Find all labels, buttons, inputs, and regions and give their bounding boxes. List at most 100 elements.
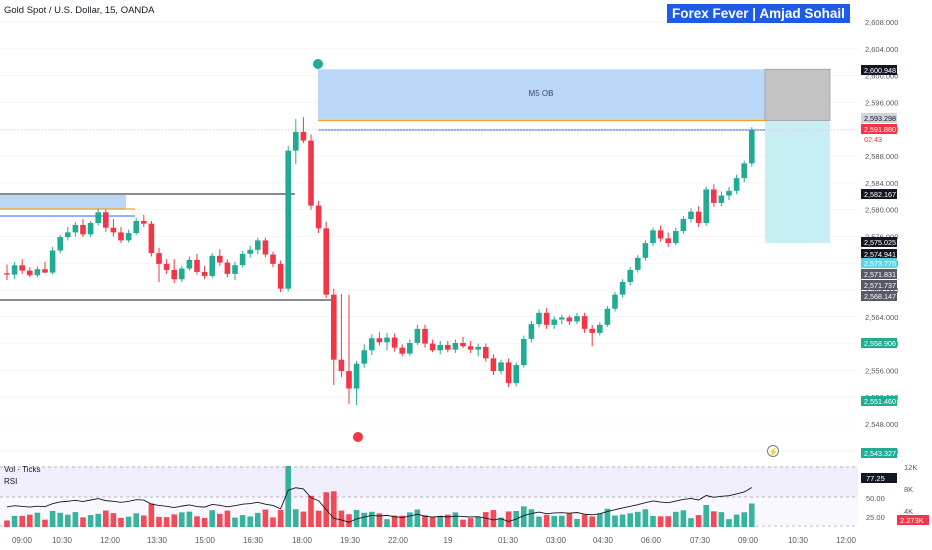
candle-body — [156, 253, 162, 264]
candle-body — [604, 308, 611, 325]
volume-bar — [57, 512, 63, 527]
volume-bar — [490, 510, 497, 527]
drawing-zones[interactable]: M5 OB — [0, 21, 858, 452]
volume-bar — [361, 512, 367, 527]
volume-bar — [156, 516, 162, 527]
candle-body — [376, 338, 383, 343]
volume-bar — [270, 517, 276, 527]
candle-body — [536, 312, 542, 325]
volume-bar — [163, 517, 170, 527]
volume-bar — [414, 509, 421, 527]
price-tick: 2,584.000 — [865, 179, 898, 188]
candle-body — [688, 211, 694, 219]
volume-bar — [589, 516, 595, 527]
price-tick: 2,556.000 — [865, 366, 898, 375]
volume-bar — [331, 491, 337, 527]
candle-body — [338, 359, 345, 372]
time-tick: 18:00 — [292, 536, 313, 545]
volume-bar — [376, 513, 383, 527]
candle-body — [57, 237, 63, 251]
candle-body — [125, 233, 132, 241]
candle-body — [429, 343, 436, 351]
time-axis[interactable]: 09:00 10:30 12:00 13:30 15:00 16:30 18:00 19:30… — [12, 536, 857, 545]
candle-body — [201, 271, 208, 276]
volume-bar — [118, 517, 124, 527]
brand-label: Forex Fever | Amjad Sohail — [667, 4, 850, 23]
candle-body — [4, 273, 10, 275]
ob-zone-label: M5 OB — [529, 89, 554, 98]
price-badge — [861, 338, 897, 348]
price-badge — [861, 258, 897, 268]
candle-body — [27, 270, 33, 276]
price-badge-label: 2,558.906 — [864, 339, 896, 348]
volume-bar — [65, 514, 71, 527]
volume-bar — [703, 505, 709, 527]
candle-body — [612, 294, 618, 309]
volume-bar — [521, 506, 527, 527]
volume-axis-tick: 8K — [904, 485, 913, 494]
price-badge-label: 2,591.880 — [864, 125, 896, 134]
time-tick: 15:00 — [195, 536, 216, 545]
price-badge-label: 2,551.460 — [864, 397, 896, 406]
price-badge — [861, 448, 897, 458]
price-badge — [861, 113, 897, 123]
candle-body — [308, 140, 314, 206]
volume-bar — [72, 512, 79, 527]
candle-body — [741, 163, 747, 179]
candle-body — [133, 220, 139, 234]
price-tick: 2,548.000 — [865, 420, 898, 429]
time-tick: 10:30 — [788, 536, 809, 545]
candle-body — [391, 337, 398, 348]
price-tick: 2,608.000 — [865, 18, 898, 27]
volume-bar — [551, 515, 557, 527]
rsi-line — [6, 487, 753, 523]
volume-bar — [657, 516, 664, 527]
price-badge-label: 2,571.737 — [864, 281, 896, 290]
price-tick: 2,580.000 — [865, 206, 898, 215]
volume-bar — [467, 518, 474, 527]
volume-bar — [733, 514, 740, 527]
candle-body — [11, 265, 18, 275]
volume-bar — [627, 513, 633, 527]
volume-bar — [247, 516, 253, 527]
rsi-value-badge — [861, 473, 897, 483]
rsi-label: RSI — [4, 477, 18, 486]
horizontal-levels[interactable] — [0, 119, 858, 301]
price-badge — [861, 237, 897, 247]
candle-body — [673, 231, 679, 244]
volume-bar — [171, 514, 177, 527]
symbol-title: Gold Spot / U.S. Dollar, 15, OANDA — [4, 5, 155, 16]
candle-body — [414, 328, 421, 343]
volume-bar — [369, 511, 375, 527]
volume-bar — [80, 517, 86, 527]
volume-bar — [391, 515, 398, 527]
volume-bar — [217, 513, 223, 527]
candle-body — [452, 342, 459, 350]
candle-body — [718, 195, 725, 203]
candle-body — [171, 269, 177, 280]
price-tick: 2,604.000 — [865, 45, 898, 54]
volume-bar — [4, 520, 10, 527]
candle-body — [619, 281, 626, 295]
candle-body — [445, 344, 451, 350]
time-tick: 06:00 — [641, 536, 662, 545]
left-ob-zone — [0, 195, 126, 209]
high-marker-icon — [313, 59, 323, 69]
volume-bar — [133, 513, 139, 527]
time-tick: 04:30 — [593, 536, 614, 545]
volume-bar — [209, 510, 215, 527]
time-tick: 03:00 — [546, 536, 567, 545]
volume-bar — [293, 509, 299, 527]
volume-bar — [255, 512, 261, 527]
volume-label: Vol · Ticks — [4, 465, 41, 474]
price-axis[interactable]: 2,608.000 2,604.000 2,600.000 2,596.000 2,59… — [861, 18, 898, 458]
volume-value-label: 2.273K — [900, 516, 924, 525]
volume-bar — [445, 514, 451, 527]
rsi-axis-tick: 25.00 — [866, 513, 885, 522]
price-badge-label: 2,574.941 — [864, 250, 896, 259]
candle-body — [315, 205, 322, 229]
candlesticks — [4, 117, 755, 406]
volume-bar — [505, 511, 512, 527]
candle-body — [331, 294, 337, 360]
